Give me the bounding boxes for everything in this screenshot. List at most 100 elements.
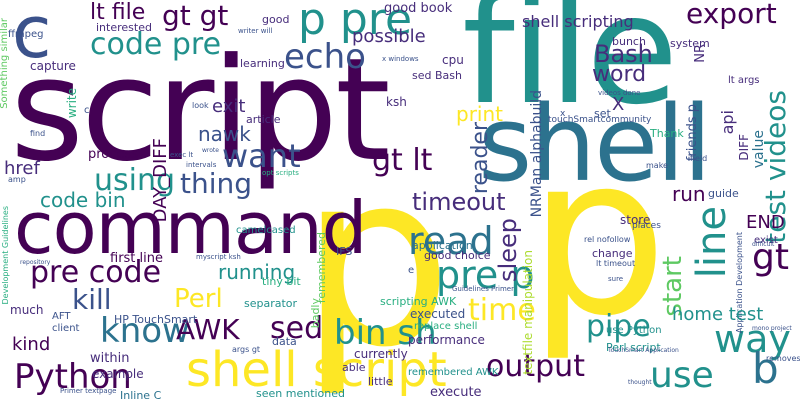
- word-pre-code: pre code: [30, 255, 162, 290]
- word-code-bin: code bin: [40, 188, 126, 212]
- word-field: field: [690, 154, 708, 163]
- word-change: change: [592, 247, 633, 260]
- word-diff: DIFF: [737, 134, 751, 161]
- word-gt-lt: gt lt: [372, 143, 433, 178]
- word-repository: repository: [20, 259, 51, 266]
- word-executed: executed: [410, 307, 466, 321]
- word-shell: shell: [478, 83, 712, 205]
- word-videos-done: videos done: [598, 89, 641, 97]
- word-separator: separator: [244, 297, 298, 310]
- word-remembered: remembered: [315, 232, 328, 304]
- word-pipe: pipe: [586, 309, 651, 344]
- word-removes: removes: [766, 354, 800, 363]
- word-sed-bash: sed Bash: [412, 69, 462, 82]
- word-able: able: [342, 361, 366, 374]
- word-sed: sed: [270, 311, 324, 346]
- word-execute: execute: [430, 385, 482, 400]
- word-know: know: [100, 311, 190, 351]
- word-inline-c: Inline C: [120, 389, 162, 400]
- word-find: find: [30, 129, 46, 138]
- word-lt-timeout: lt timeout: [596, 259, 636, 268]
- word-exit: exit: [212, 96, 246, 117]
- word-use: use: [650, 355, 714, 396]
- word-intervals: intervals: [186, 161, 217, 169]
- word-print: print: [456, 102, 503, 126]
- word-currently: currently: [354, 347, 408, 361]
- word-nrman: NRMan alphabuild: [529, 90, 545, 218]
- word-run: run: [672, 182, 706, 206]
- word-shell-script-bottom: shell script: [186, 342, 447, 398]
- word-guidelines-primer: Guidelines Primer: [452, 285, 514, 293]
- word-p-right: p: [528, 108, 668, 364]
- word-example: example: [92, 367, 144, 381]
- word-python: Python: [14, 357, 132, 397]
- word-mono-project: mono project: [752, 325, 792, 332]
- word-timeout: timeout: [412, 188, 506, 216]
- word-nawk: nawk: [198, 122, 251, 146]
- word-first-line: first line: [110, 251, 163, 266]
- word-want: want: [222, 137, 301, 175]
- word-b: b: [752, 344, 779, 393]
- word-touchsmart-community: touchSmartcommunity: [548, 115, 652, 125]
- word-remembered-awk: remembered AWK: [408, 367, 499, 378]
- word-lt-args: lt args: [728, 75, 760, 86]
- word-look: look: [192, 101, 209, 110]
- word-interested: interested: [96, 21, 152, 34]
- word-places: places: [632, 221, 661, 231]
- word-learning: learning: [240, 57, 285, 70]
- word-p-center: p: [300, 120, 453, 400]
- word-p-pre: p pre: [298, 0, 413, 45]
- word-awk: AWK: [176, 313, 240, 346]
- word-file: file: [462, 0, 678, 138]
- word-perl-script: Perl script: [606, 341, 661, 354]
- word-word: word: [592, 62, 647, 87]
- word-bin-sh: bin sh: [334, 313, 437, 353]
- word-args-gt: args gt: [232, 345, 261, 354]
- word-client: client: [52, 323, 80, 334]
- word-data: data: [272, 335, 297, 348]
- word-store: store: [620, 213, 651, 227]
- word-ifs: IFS: [336, 245, 353, 258]
- word-kind: kind: [12, 334, 51, 355]
- word-opt-scripts: opt scripts: [262, 169, 299, 177]
- word-shell-scripting-top: shell scripting: [522, 12, 634, 31]
- word-running: running: [218, 260, 296, 284]
- word-x-top: x: [560, 109, 566, 119]
- word-bunch: bunch: [612, 35, 646, 48]
- word-line: line: [689, 206, 735, 279]
- word-camelcased: camelcased: [236, 225, 296, 236]
- word-x-mid: X: [612, 94, 625, 115]
- word-way: way: [714, 317, 791, 361]
- word-possible: possible: [352, 26, 426, 47]
- word-rel-nofollow: rel nofollow: [584, 235, 631, 244]
- word-amp: amp: [8, 175, 26, 184]
- word-command: command: [14, 186, 367, 270]
- word-process: process: [88, 147, 138, 162]
- word-write: write: [65, 88, 79, 119]
- word-seen-mentioned: seen mentioned: [256, 387, 346, 400]
- word-performance: performance: [408, 333, 485, 347]
- word-href: href: [4, 158, 40, 179]
- word-friends-p: friends p: [685, 104, 700, 162]
- word-touchsmart-application: TouchSmart Application: [608, 347, 679, 354]
- word-script: script: [10, 28, 391, 193]
- word-ksh: ksh: [386, 95, 407, 109]
- word-value: value: [751, 130, 767, 169]
- word-make: make: [646, 161, 668, 170]
- word-export: export: [686, 0, 777, 30]
- word-use-python: use Python: [606, 325, 662, 336]
- word-tiny-bit: tiny bit: [262, 275, 301, 288]
- word-difficult: difficult: [752, 241, 775, 248]
- word-textfile-manipulation: textfile manipulation: [521, 250, 535, 375]
- word-little: little: [368, 375, 393, 388]
- word-time: time: [468, 293, 536, 328]
- word-exec-lt: exec lt: [170, 151, 194, 159]
- word-within: within: [90, 351, 130, 366]
- word-good: good: [262, 13, 290, 26]
- word-scripting-awk: scripting AWK: [380, 295, 457, 308]
- word-thing: thing: [180, 167, 253, 200]
- word-thank: Thank: [650, 127, 684, 140]
- word-cpu: cpu: [442, 53, 464, 67]
- word-application: application: [412, 239, 473, 252]
